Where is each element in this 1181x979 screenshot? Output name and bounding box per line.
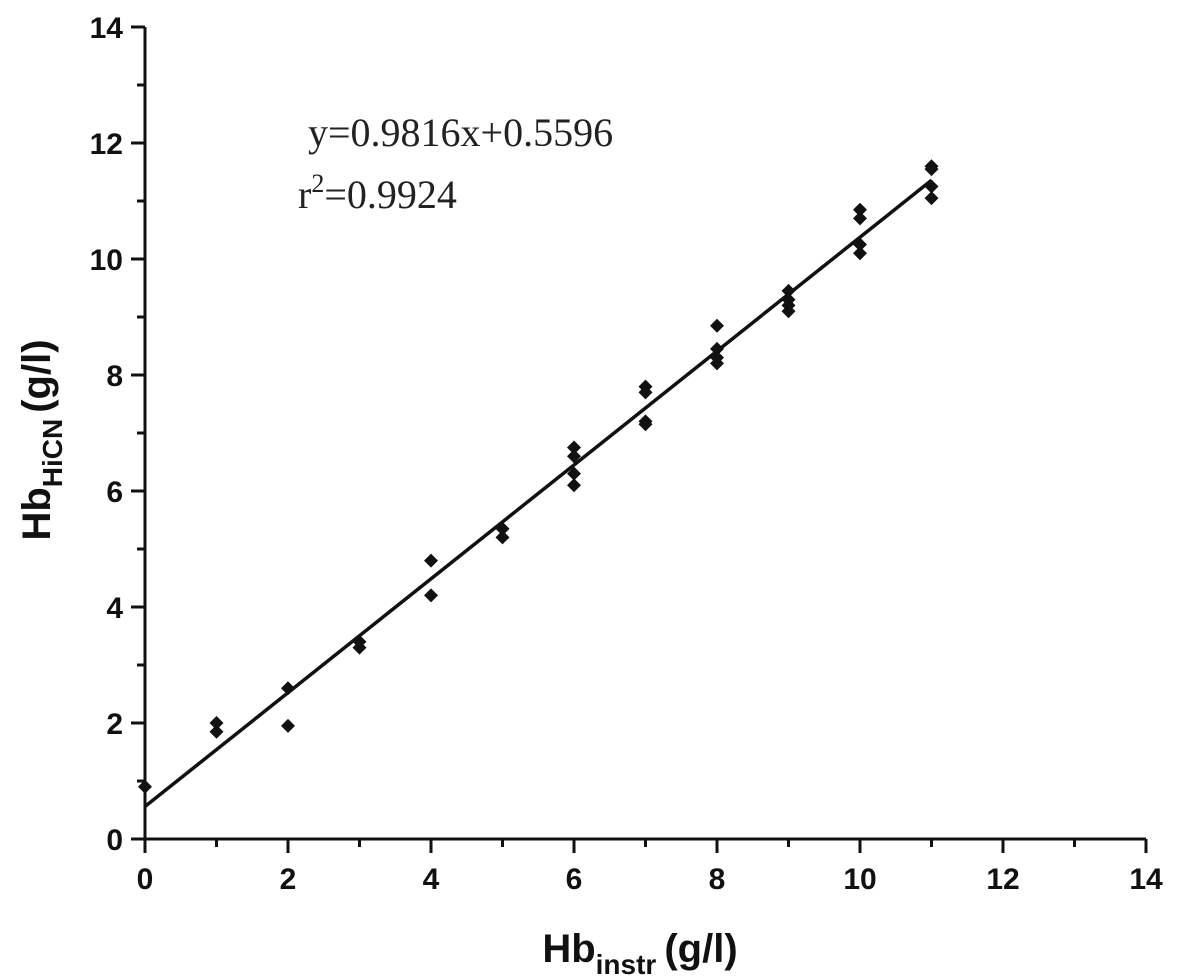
x-axis-title-unit: (g/l) — [664, 927, 737, 971]
x-tick-label: 2 — [280, 863, 297, 896]
y-tick-label: 8 — [106, 360, 123, 393]
x-tick-label: 14 — [1129, 863, 1163, 896]
data-point — [853, 246, 867, 261]
x-tick-label: 6 — [566, 863, 583, 896]
data-point — [638, 417, 653, 432]
x-tick-label: 0 — [137, 863, 154, 896]
y-tick-label: 0 — [106, 824, 123, 857]
x-axis-title: Hbinstr (g/l) — [542, 927, 737, 979]
data-point — [352, 640, 367, 655]
data-point — [781, 304, 796, 319]
r-squared-annotation: r2=0.9924 — [298, 169, 457, 217]
r2-superscript: 2 — [311, 169, 324, 198]
y-tick-label: 2 — [106, 708, 123, 741]
data-point — [924, 191, 939, 206]
r2-prefix: r — [298, 172, 311, 217]
data-point — [495, 521, 510, 536]
data-point — [138, 779, 152, 794]
data-point — [853, 211, 867, 226]
data-points — [138, 159, 939, 794]
data-point — [710, 318, 724, 333]
data-point — [281, 681, 295, 696]
data-point — [567, 478, 581, 493]
x-tick-label: 4 — [423, 863, 440, 896]
data-point — [209, 724, 224, 739]
data-point — [567, 440, 581, 455]
x-tick-label: 10 — [843, 863, 876, 896]
y-axis-title-main: Hb — [15, 487, 59, 540]
y-tick-label: 10 — [90, 244, 123, 277]
y-tick-label: 12 — [90, 128, 123, 161]
data-point — [781, 283, 796, 298]
data-point — [424, 588, 438, 603]
data-point — [424, 553, 438, 568]
data-point — [924, 179, 939, 194]
data-point — [710, 341, 724, 356]
data-point — [710, 356, 724, 371]
data-point — [924, 162, 939, 177]
data-point — [853, 202, 867, 217]
data-point — [567, 449, 581, 464]
data-point — [638, 385, 653, 400]
regression-line — [143, 178, 933, 808]
x-axis-title-main: Hb — [542, 927, 595, 971]
r2-value: =0.9924 — [324, 172, 457, 217]
data-point — [209, 716, 224, 730]
x-axis-title-sub: instr — [596, 949, 657, 979]
data-point — [281, 718, 295, 733]
y-tick-label: 6 — [106, 476, 123, 509]
data-point — [495, 530, 510, 545]
data-point — [567, 466, 581, 481]
y-axis-title: HbHiCN (g/l) — [15, 339, 68, 540]
y-axis-title-sub: HiCN — [37, 419, 68, 487]
equation-annotation: y=0.9816x+0.5596 — [308, 110, 613, 155]
data-point — [853, 237, 867, 252]
y-tick-label: 14 — [90, 12, 124, 45]
x-tick-label: 8 — [709, 863, 726, 896]
y-tick-label: 4 — [106, 592, 123, 625]
axes — [143, 27, 1146, 841]
ticks: 0 2 4 6 8 10 12 14 0 2 4 6 8 10 12 14 — [90, 12, 1163, 896]
x-tick-label: 12 — [986, 863, 1019, 896]
y-axis-title-unit: (g/l) — [15, 339, 59, 412]
